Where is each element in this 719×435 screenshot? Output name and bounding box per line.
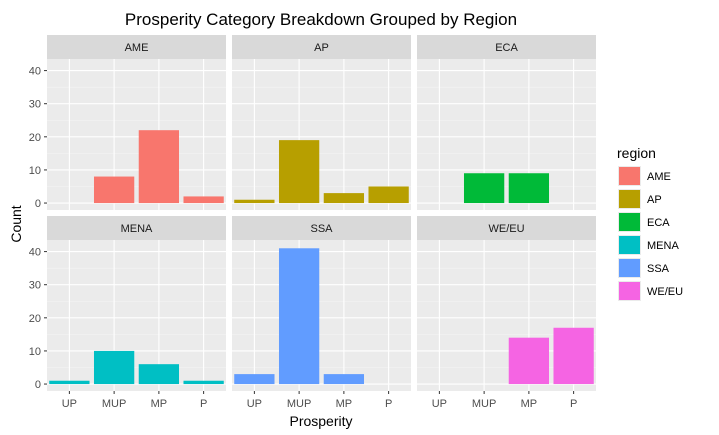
bar: [278, 248, 320, 385]
x-tick-label: P: [385, 398, 392, 410]
legend-key: [619, 167, 640, 185]
bar: [368, 186, 409, 204]
bar: [508, 173, 550, 204]
legend-label: WE/EU: [647, 286, 683, 298]
x-tick-label: MUP: [287, 398, 311, 410]
facet-strip-label: MENA: [121, 223, 153, 235]
facet-strip: [417, 35, 596, 59]
bar: [553, 327, 594, 385]
bar: [183, 196, 224, 204]
bar: [234, 199, 275, 204]
legend-label: ECA: [647, 217, 670, 229]
facet-strip-label: ECA: [495, 42, 518, 54]
bar: [508, 337, 550, 385]
legend-key: [619, 190, 640, 208]
facet-panel: AME 0 10 20 30 40: [29, 35, 226, 210]
x-tick-label: P: [200, 398, 207, 410]
plot-background: [417, 59, 596, 210]
chart-title: Prosperity Category Breakdown Grouped by…: [125, 10, 517, 29]
y-tick-label: 0: [35, 379, 41, 391]
y-axis-title: Count: [8, 205, 24, 242]
plot-background: [47, 59, 226, 210]
facet-strip: [47, 35, 226, 59]
x-tick-label: UP: [247, 398, 262, 410]
plot-background: [232, 240, 411, 391]
bar: [93, 350, 135, 385]
legend-key: [619, 236, 640, 254]
facet-strip-label: AP: [314, 42, 329, 54]
bar: [323, 193, 365, 204]
x-tick-label: UP: [62, 398, 77, 410]
facet-panel: SSA UP MUP MP P: [232, 216, 411, 410]
x-tick-label: MP: [151, 398, 168, 410]
legend-key: [619, 282, 640, 300]
facet-strip-label: SSA: [310, 223, 333, 235]
x-tick-label: MUP: [102, 398, 126, 410]
y-tick-label: 0: [35, 198, 41, 210]
plot-background: [232, 59, 411, 210]
facet-strip: [232, 216, 411, 240]
y-tick-label: 20: [29, 132, 41, 144]
plot-background: [47, 240, 226, 391]
facet-panel: AP: [232, 35, 411, 210]
legend: region AME AP ECA MENA SSA WE/EU: [617, 145, 683, 301]
y-tick-label: 30: [29, 99, 41, 111]
legend-label: MENA: [647, 240, 679, 252]
x-tick-label: P: [570, 398, 577, 410]
bar: [234, 374, 275, 385]
facet-panel: WE/EU UP MUP MP P: [417, 216, 596, 410]
bar: [93, 176, 135, 204]
facet-strip-label: WE/EU: [488, 223, 524, 235]
legend-key: [619, 213, 640, 231]
y-tick-label: 10: [29, 346, 41, 358]
facet-strip-label: AME: [125, 42, 149, 54]
y-tick-label: 20: [29, 313, 41, 325]
facet-panel: ECA: [417, 35, 596, 210]
bar: [138, 364, 180, 385]
y-tick-label: 40: [29, 66, 41, 78]
y-tick-label: 10: [29, 165, 41, 177]
bar: [278, 140, 320, 204]
facet-strip: [47, 216, 226, 240]
legend-key: [619, 259, 640, 277]
y-tick-label: 30: [29, 280, 41, 292]
legend-label: SSA: [647, 263, 670, 275]
x-tick-label: UP: [432, 398, 447, 410]
legend-label: AP: [647, 194, 662, 206]
legend-label: AME: [647, 171, 671, 183]
facet-strip: [417, 216, 596, 240]
bar: [463, 173, 505, 204]
bar: [49, 380, 90, 385]
bar: [323, 374, 365, 385]
x-tick-label: MP: [521, 398, 538, 410]
facet-strip: [232, 35, 411, 59]
bar: [138, 130, 180, 204]
bar: [183, 380, 224, 385]
legend-title: region: [617, 145, 656, 161]
y-tick-label: 40: [29, 247, 41, 259]
facet-panel: MENA 0 10 20 30 40 UP MUP MP P: [29, 216, 226, 410]
x-tick-label: MUP: [472, 398, 496, 410]
x-axis-title: Prosperity: [289, 413, 352, 429]
x-tick-label: MP: [336, 398, 353, 410]
